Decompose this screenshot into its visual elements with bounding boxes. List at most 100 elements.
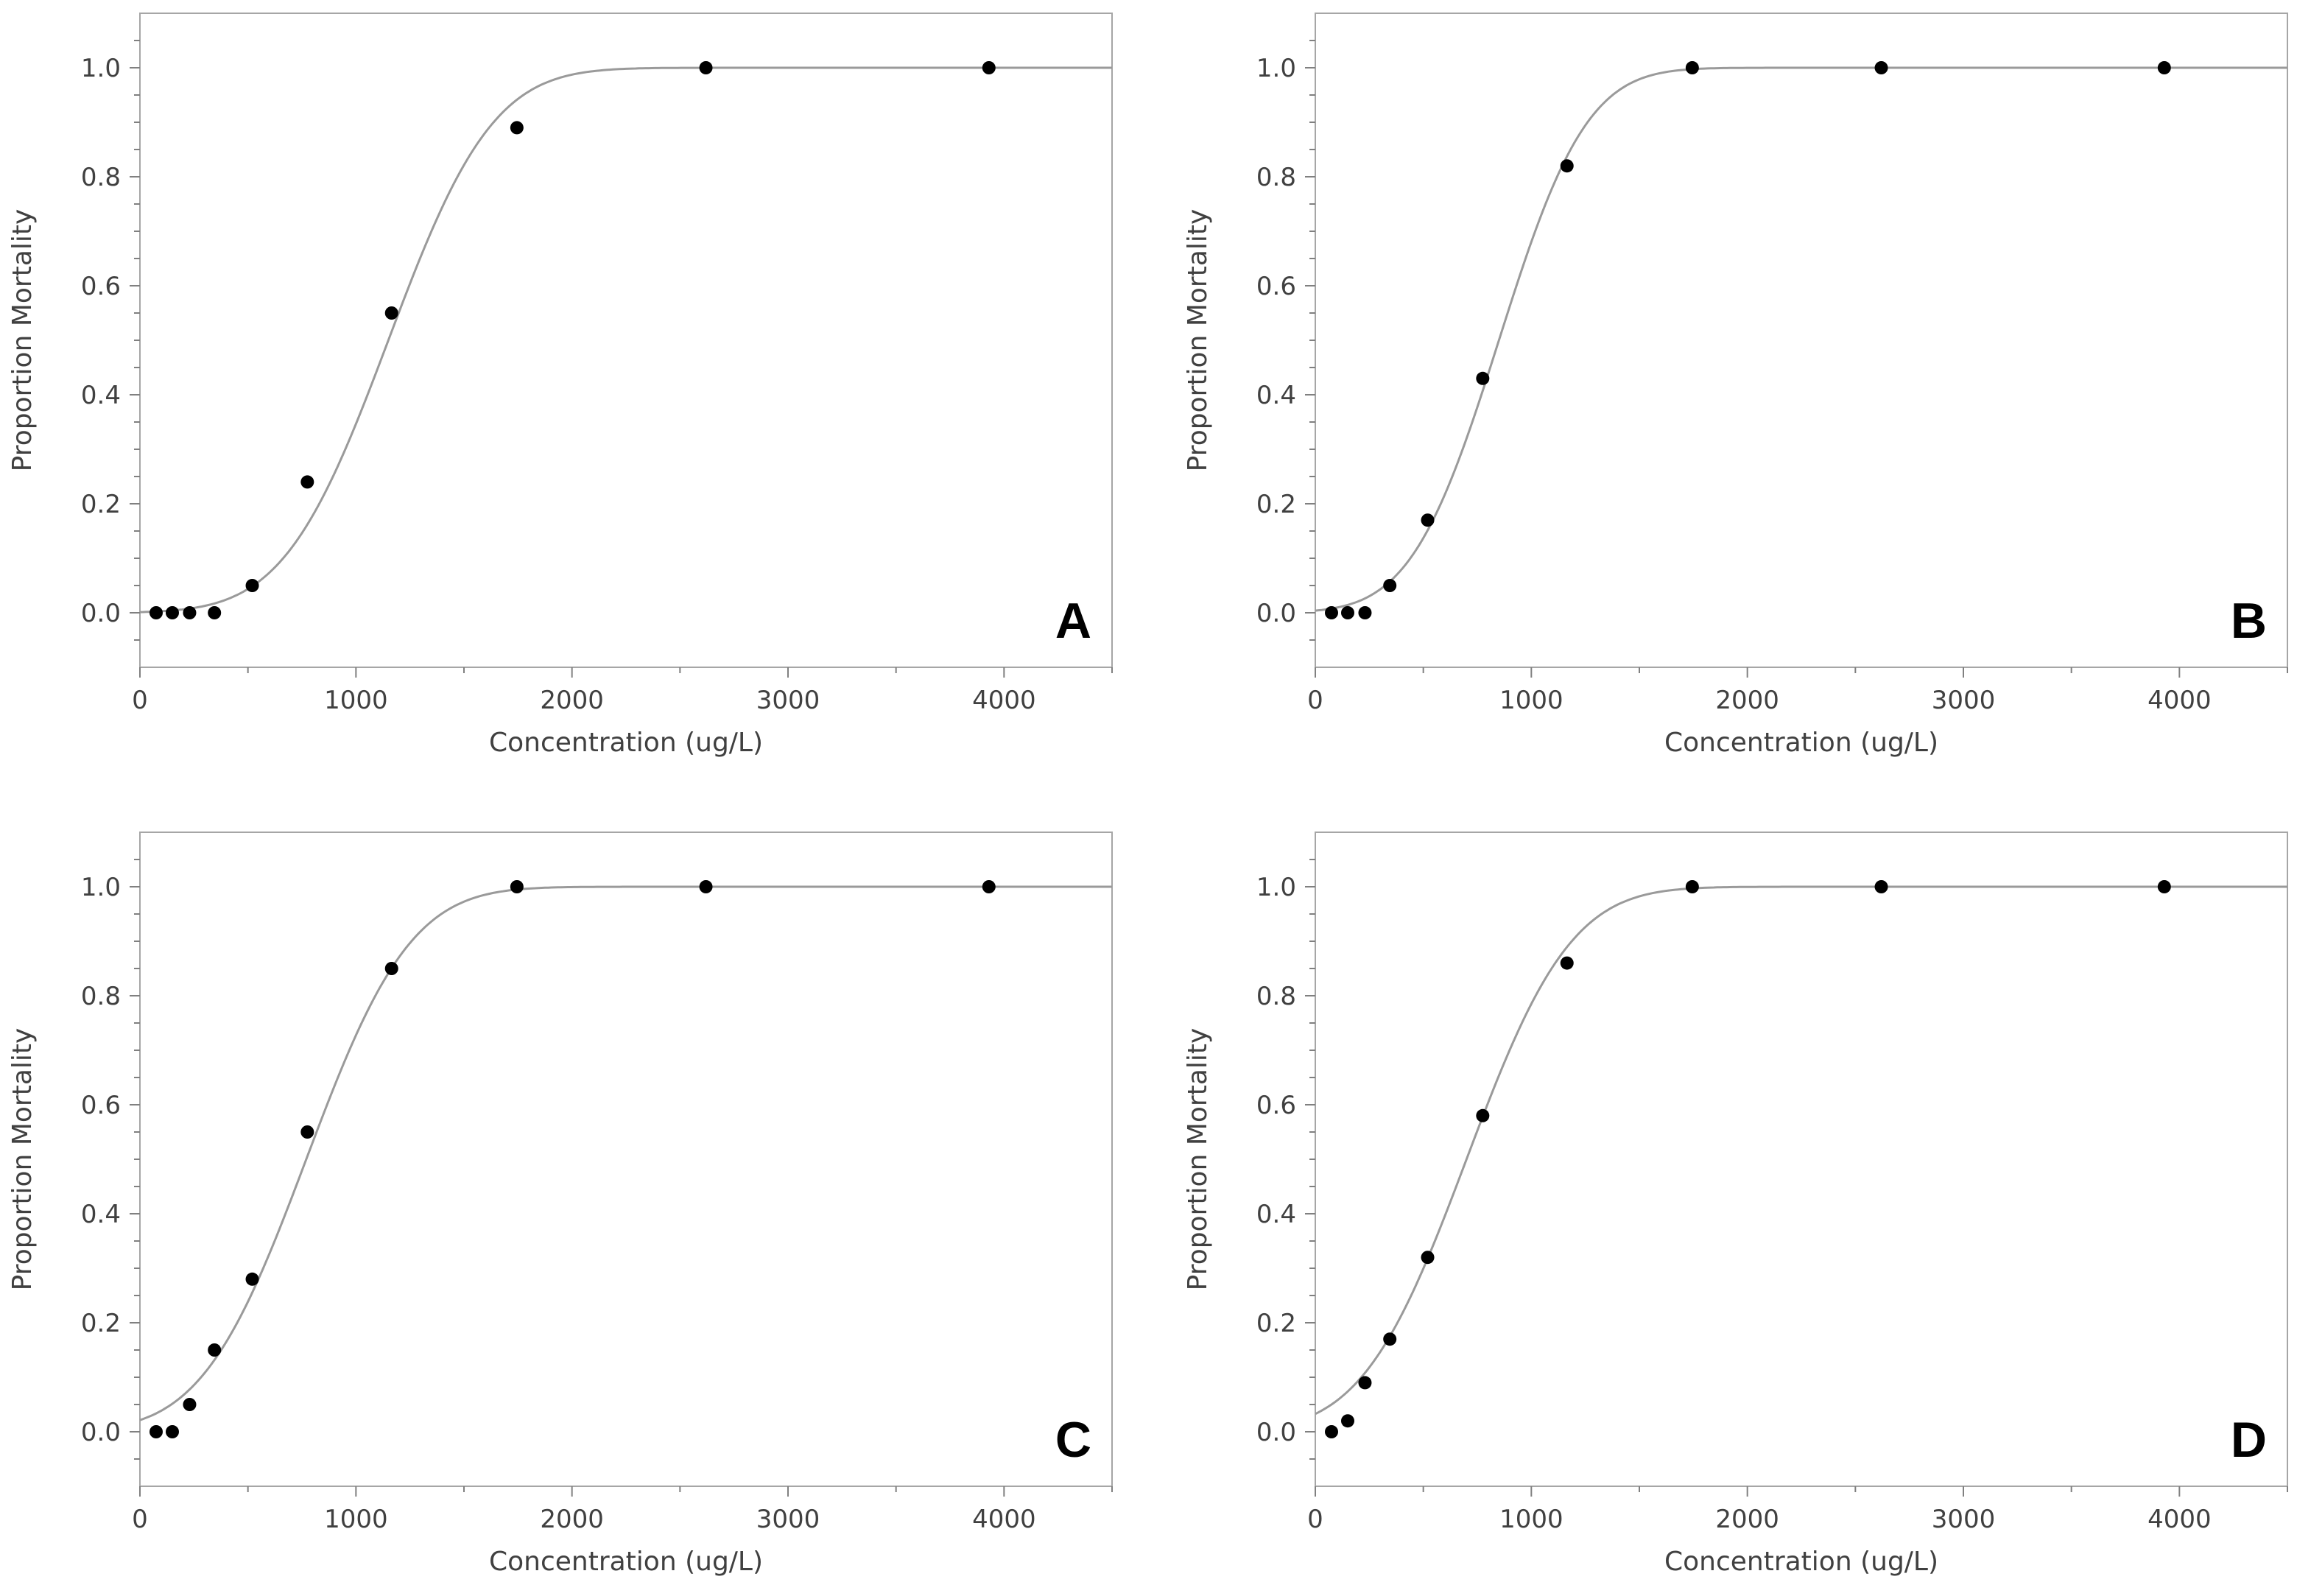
x-tick-label: 2000 [1715,686,1779,715]
data-point [510,121,524,135]
y-tick-label: 0.8 [1256,163,1296,192]
data-point [1476,371,1490,385]
data-point [1325,1425,1338,1438]
x-tick-label: 3000 [756,686,820,715]
data-point [982,880,996,893]
x-tick-label: 4000 [2147,686,2212,715]
data-point [208,606,222,619]
data-point [183,1398,197,1411]
y-tick-label: 0.2 [81,1309,121,1338]
x-tick-label: 2000 [540,686,604,715]
panel-a: 0 1000 2000 3000 4000 0.0 0.2 0.4 0.6 0.8 1.0 Conce… [7,13,1113,758]
x-tick-label: 4000 [2147,1505,2212,1534]
data-point [183,606,197,619]
x-axis-label: Concentration (ug/L) [1664,1547,1938,1577]
y-tick-label: 0.6 [1256,272,1296,301]
data-point [384,962,398,975]
data-point [1325,606,1338,619]
x-tick-label: 0 [132,1505,148,1534]
x-tick-label: 4000 [972,686,1036,715]
y-tick-label: 0.4 [81,381,121,410]
fit-curve-a [139,66,1112,614]
panel-c: 0 1000 2000 3000 4000 0.0 0.2 0.4 0.6 0.8 1.0 Conce… [7,832,1113,1577]
y-tick-label: 0.4 [1256,1200,1296,1229]
y-tick-label: 0.8 [1256,982,1296,1011]
panel-b: 0 1000 2000 3000 4000 0.0 0.2 0.4 0.6 0.8 1.0 Conce… [1183,13,2288,758]
y-axis-label: Proportion Mortality [7,209,38,472]
data-point [510,880,524,893]
y-tick-label: 0.2 [81,490,121,519]
data-point [1560,956,1574,970]
data-point [245,1272,259,1286]
data-point [699,61,713,74]
x-tick-label: 3000 [1932,686,1996,715]
data-point [2157,880,2171,893]
data-point [1383,1332,1397,1346]
data-point [245,579,259,592]
data-point [166,1425,179,1438]
y-tick-label: 1.0 [81,873,121,902]
data-point [1421,1251,1435,1265]
x-tick-label: 0 [1307,1505,1323,1534]
data-point [1685,61,1699,74]
y-tick-label: 0.8 [81,163,121,192]
x-axis-label: Concentration (ug/L) [489,728,763,758]
x-tick-label: 4000 [972,1505,1036,1534]
y-axis-label: Proportion Mortality [1183,1028,1213,1291]
data-point [1358,1376,1372,1390]
x-tick-label: 0 [132,686,148,715]
x-tick-label: 1000 [324,1505,388,1534]
x-tick-label: 1000 [324,686,388,715]
data-point [166,606,179,619]
fit-curve-c [139,885,1112,1421]
data-point [1341,1414,1354,1428]
x-tick-label: 0 [1307,686,1323,715]
data-point [300,475,314,489]
y-tick-label: 0.0 [81,599,121,628]
x-tick-label: 3000 [756,1505,820,1534]
data-point [208,1343,222,1357]
fit-curve-b [1315,66,2287,612]
data-point [1685,880,1699,893]
y-tick-label: 0.6 [81,1091,121,1120]
x-tick-label: 2000 [1715,1505,1779,1534]
data-point [2157,61,2171,74]
data-point [1874,61,1888,74]
x-axis-label: Concentration (ug/L) [1664,728,1938,758]
y-axis-label: Proportion Mortality [7,1028,38,1291]
plot-frame-d [1315,832,2288,1487]
plot-frame-c [139,832,1113,1487]
plot-frame-a [139,13,1113,668]
panel-d: 0 1000 2000 3000 4000 0.0 0.2 0.4 0.6 0.8 1.0 Conce… [1183,832,2288,1577]
data-point [1421,513,1435,527]
data-point [150,1425,163,1438]
y-tick-label: 1.0 [1256,54,1296,83]
data-point [699,880,713,893]
fit-curve-d [1315,885,2287,1416]
data-point [1341,606,1354,619]
y-tick-label: 0.2 [1256,1309,1296,1338]
y-tick-label: 0.4 [1256,381,1296,410]
y-tick-label: 0.0 [81,1418,121,1447]
y-tick-label: 0.2 [1256,490,1296,519]
data-point [150,606,163,619]
y-tick-label: 0.8 [81,982,121,1011]
y-tick-label: 0.4 [81,1200,121,1229]
panel-letter-a: A [1055,593,1091,649]
data-point [300,1125,314,1139]
data-point [1476,1108,1490,1122]
x-tick-label: 2000 [540,1505,604,1534]
y-tick-label: 0.0 [1256,1418,1296,1447]
panel-letter-d: D [2231,1412,2267,1468]
panel-letter-c: C [1055,1412,1091,1468]
data-point [1560,159,1574,173]
data-point [384,306,398,320]
data-point [982,61,996,74]
y-tick-label: 0.6 [1256,1091,1296,1120]
y-tick-label: 0.0 [1256,599,1296,628]
data-point [1383,579,1397,592]
y-tick-label: 1.0 [1256,873,1296,902]
data-point [1874,880,1888,893]
panel-letter-b: B [2231,593,2267,649]
